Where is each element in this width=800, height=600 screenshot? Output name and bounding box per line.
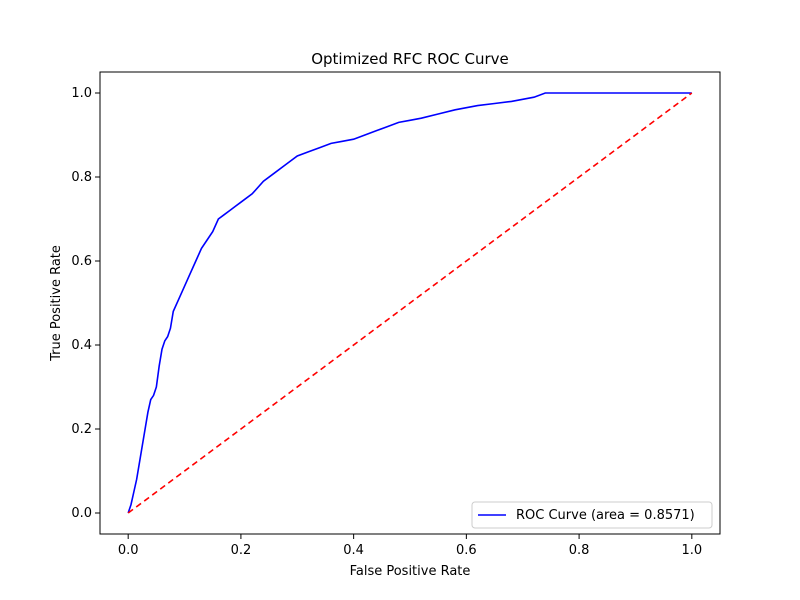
y-tick-label: 0.6 bbox=[71, 254, 92, 269]
y-tick-label: 0.0 bbox=[71, 506, 92, 521]
y-axis-label: True Positive Rate bbox=[49, 245, 64, 362]
y-axis-ticks: 0.0 0.2 0.4 0.6 0.8 1.0 bbox=[71, 86, 100, 521]
x-tick-label: 0.4 bbox=[343, 543, 364, 558]
x-axis-ticks: 0.0 0.2 0.4 0.6 0.8 1.0 bbox=[118, 534, 702, 558]
legend: ROC Curve (area = 0.8571) bbox=[471, 501, 713, 529]
plot-area bbox=[99, 71, 721, 535]
x-tick-label: 0.2 bbox=[231, 543, 252, 558]
series-group bbox=[127, 92, 693, 514]
x-tick-label: 1.0 bbox=[681, 543, 702, 558]
chart-title: Optimized RFC ROC Curve bbox=[311, 50, 509, 68]
x-tick-label: 0.0 bbox=[118, 543, 139, 558]
y-tick-label: 1.0 bbox=[71, 86, 92, 101]
x-tick-label: 0.6 bbox=[456, 543, 477, 558]
x-tick-label: 0.8 bbox=[569, 543, 590, 558]
roc-curve-line bbox=[127, 92, 692, 514]
legend-box bbox=[471, 501, 713, 529]
y-tick-label: 0.4 bbox=[71, 338, 92, 353]
x-axis-label: False Positive Rate bbox=[350, 564, 471, 579]
chance-diagonal-line bbox=[127, 92, 693, 514]
plot-frame bbox=[99, 71, 721, 535]
y-tick-label: 0.2 bbox=[71, 422, 92, 437]
legend-series-label: ROC Curve (area = 0.8571) bbox=[516, 508, 695, 523]
y-tick-label: 0.8 bbox=[71, 170, 92, 185]
